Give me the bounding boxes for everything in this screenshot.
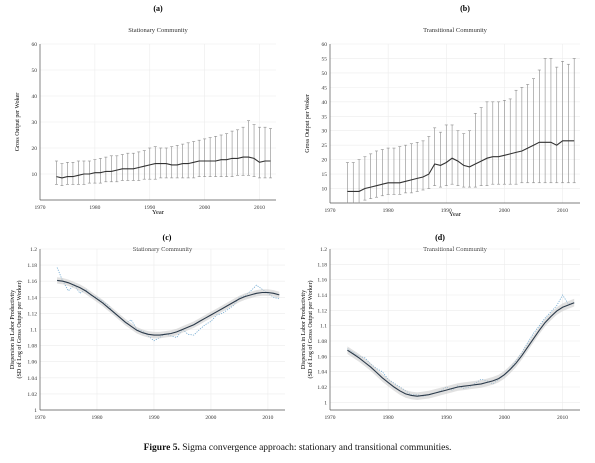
smoothed-line — [57, 279, 280, 336]
x-tick-label: 1980 — [383, 415, 394, 421]
y-tick-label: 1.16 — [27, 279, 37, 285]
y-tick-label: 1.2 — [30, 247, 37, 253]
y-tick-label: 10 — [322, 187, 328, 193]
x-tick-label: 1970 — [35, 415, 46, 421]
x-tick-label: 1980 — [383, 208, 394, 214]
caption-label: Figure 5. — [143, 443, 180, 453]
chart-panel-2: (b) Transitional Community 1970 1980 1990 200… — [305, 4, 580, 218]
y-tick-label: 45 — [322, 85, 328, 91]
chart-title: Stationary Community — [133, 246, 193, 253]
mean-line — [56, 156, 271, 179]
y-tick-label: 1.1 — [30, 328, 37, 334]
y-tick-label: 60 — [322, 42, 328, 48]
y-tick-label: 1.1 — [320, 324, 327, 330]
y-axis-label: Dispersion in Labor Productivity(SD of L… — [301, 281, 314, 379]
chart-panel-4: (d) Transitional Community 1970 1980 1990 200… — [301, 233, 580, 421]
y-tick-label: 1.14 — [317, 293, 327, 299]
y-tick-label: 40 — [322, 100, 328, 106]
x-tick-label: 1970 — [35, 205, 46, 211]
y-tick-label: 1.18 — [27, 263, 37, 269]
chart-title: Transitional Community — [423, 246, 488, 253]
y-tick-label: 20 — [322, 158, 328, 164]
figure-caption: Figure 5. Sigma convergence approach: st… — [0, 443, 595, 453]
y-tick-label: 1.2 — [320, 247, 327, 253]
x-tick-label: 1990 — [441, 415, 452, 421]
y-tick-label: 35 — [322, 114, 328, 120]
mean-line — [347, 140, 575, 192]
chart-panel-3: (c) Stationary Community 1970 1980 1990 2000 2… — [10, 233, 285, 421]
y-tick-label: 40 — [32, 94, 38, 100]
x-tick-label: 2000 — [499, 415, 510, 421]
y-axis-label-line: Gross Output per Woker — [15, 93, 21, 152]
y-tick-label: 1.12 — [27, 311, 37, 317]
y-tick-label: 1.14 — [27, 295, 37, 301]
x-tick-label: 2000 — [205, 415, 216, 421]
y-tick-label: 25 — [322, 143, 328, 149]
x-tick-label: 1970 — [325, 208, 336, 214]
y-axis-label-line: Gross Output per Woker — [305, 94, 311, 153]
y-tick-label: 50 — [32, 68, 38, 74]
chart-title: Stationary Community — [128, 27, 188, 34]
y-axis-label: Dispersion in Labor Productivity(SD of L… — [10, 281, 23, 379]
y-tick-label: 1 — [34, 408, 37, 414]
x-tick-label: 2010 — [254, 205, 265, 211]
y-tick-label: 1.06 — [317, 354, 327, 360]
x-tick-label: 2010 — [262, 415, 273, 421]
y-axis-label-line: Dispersion in Labor Productivity — [10, 290, 16, 369]
x-tick-label: 1990 — [148, 415, 159, 421]
y-tick-label: 1.12 — [317, 308, 327, 314]
raw-series-line — [56, 267, 280, 342]
y-tick-label: 20 — [32, 146, 38, 152]
raw-series-line — [347, 294, 575, 397]
y-tick-label: 1.02 — [27, 392, 37, 398]
y-tick-label: 30 — [322, 129, 328, 135]
x-tick-label: 2010 — [557, 415, 568, 421]
y-axis-label: Gross Output per Woker — [305, 94, 311, 153]
x-tick-label: 1980 — [89, 205, 100, 211]
x-tick-label: 2000 — [499, 208, 510, 214]
x-axis-label: Year — [449, 211, 462, 218]
x-tick-label: 1970 — [325, 415, 336, 421]
confidence-band — [347, 298, 575, 400]
y-tick-label: 1.04 — [317, 370, 327, 376]
panel-label: (a) — [153, 4, 163, 13]
y-axis-label-line: Dispersion in Labor Productivity — [301, 290, 307, 369]
y-axis-label-line: (SD of Log of Gross Output per Worker) — [307, 281, 314, 379]
x-tick-label: 1980 — [91, 415, 102, 421]
x-tick-label: 2000 — [199, 205, 210, 211]
caption-text: Sigma convergence approach: stationary a… — [179, 443, 452, 453]
x-tick-label: 1990 — [441, 208, 452, 214]
x-tick-label: 2010 — [557, 208, 568, 214]
panel-label: (c) — [163, 233, 172, 242]
y-tick-label: 50 — [322, 71, 328, 77]
y-tick-label: 10 — [32, 172, 38, 178]
smoothed-line — [347, 302, 575, 397]
panel-label: (d) — [435, 233, 445, 242]
y-tick-label: 1.16 — [317, 278, 327, 284]
chart-title: Transitional Community — [423, 27, 488, 34]
y-axis-label-line: (SD of Log of Gross Output per Worker) — [16, 281, 23, 379]
panel-label: (b) — [460, 4, 470, 13]
y-tick-label: 55 — [322, 56, 328, 62]
y-tick-label: 1 — [324, 400, 327, 406]
y-tick-label: 1.08 — [27, 344, 37, 350]
x-tick-label: 1990 — [144, 205, 155, 211]
y-tick-label: 1.04 — [27, 376, 37, 382]
y-tick-label: 1.18 — [317, 262, 327, 268]
y-axis-label: Gross Output per Woker — [15, 93, 21, 152]
y-tick-label: 30 — [32, 120, 38, 126]
y-tick-label: 15 — [322, 172, 328, 178]
y-tick-label: 1.02 — [317, 385, 327, 391]
x-axis-label: Year — [152, 209, 165, 216]
y-tick-label: 60 — [32, 42, 38, 48]
y-tick-label: 1.08 — [317, 339, 327, 345]
chart-panel-1: (a) Stationary Community 1970 1980 1990 2000 2… — [15, 4, 276, 216]
y-tick-label: 1.06 — [27, 360, 37, 366]
